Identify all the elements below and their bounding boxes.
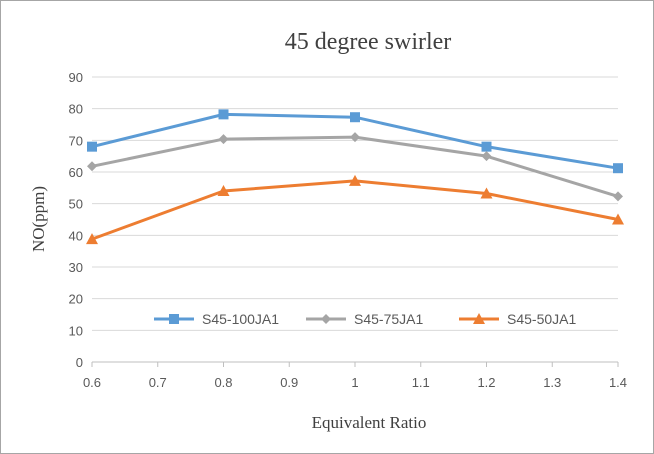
y-tick-label: 70: [69, 133, 83, 148]
series-0-point: [613, 163, 623, 174]
series-2-point: [612, 213, 624, 225]
legend-label: S45-100JA1: [202, 311, 279, 327]
y-tick-label: 20: [69, 292, 83, 307]
x-tick-label: 0.8: [214, 375, 232, 390]
series-0-point: [481, 141, 492, 152]
series-1-point: [218, 134, 229, 145]
y-tick-label: 10: [69, 323, 83, 338]
series-1-point: [481, 151, 492, 162]
series-1-point: [613, 191, 623, 202]
series-1-point: [350, 132, 360, 143]
x-tick-label: 1: [351, 375, 358, 390]
series-2-point: [480, 187, 493, 199]
series-line-2: [90, 179, 620, 241]
chart-title: 45 degree swirler: [285, 29, 452, 55]
y-axis-title: NO(ppm): [29, 186, 48, 252]
x-tick-label: 0.9: [280, 375, 298, 390]
data-series: [86, 109, 624, 245]
series-0-point: [350, 112, 360, 123]
x-axis-title: Equivalent Ratio: [312, 413, 427, 432]
series-line-1: [90, 135, 620, 198]
series-1-point: [87, 161, 97, 172]
legend-label: S45-75JA1: [354, 311, 423, 327]
legend-marker: [473, 313, 485, 324]
y-tick-label: 30: [69, 260, 83, 275]
series-2-point: [217, 185, 230, 196]
y-tick-label: 50: [69, 197, 83, 212]
x-tick-labels: 0.6 0.7 0.8 0.9 1 1.1 1.2 1.3 1.4: [83, 375, 627, 390]
series-2-point: [86, 233, 98, 245]
x-tick-label: 1.3: [543, 375, 561, 390]
legend-marker: [169, 314, 179, 324]
x-tick-label: 1.2: [477, 375, 495, 390]
series-2-point: [349, 174, 361, 186]
y-tick-label: 90: [69, 70, 83, 85]
gridlines: [91, 76, 619, 367]
y-tick-label: 0: [76, 355, 83, 370]
legend-marker: [321, 314, 331, 324]
x-tick-label: 0.6: [83, 375, 101, 390]
series-0-point: [218, 109, 229, 120]
legend-label: S45-50JA1: [507, 311, 576, 327]
y-tick-label: 40: [69, 228, 83, 243]
x-tick-label: 1.4: [609, 375, 627, 390]
x-tick-label: 0.7: [149, 375, 167, 390]
series-0-point: [87, 141, 97, 152]
y-tick-label: 60: [69, 165, 83, 180]
y-tick-labels: 0 10 20 30 40 50 60 70 80 90: [69, 70, 83, 370]
y-tick-label: 80: [69, 102, 83, 117]
legend: S45-100JA1 S45-75JA1 S45-50JA1: [154, 311, 576, 327]
x-tick-label: 1.1: [412, 375, 430, 390]
